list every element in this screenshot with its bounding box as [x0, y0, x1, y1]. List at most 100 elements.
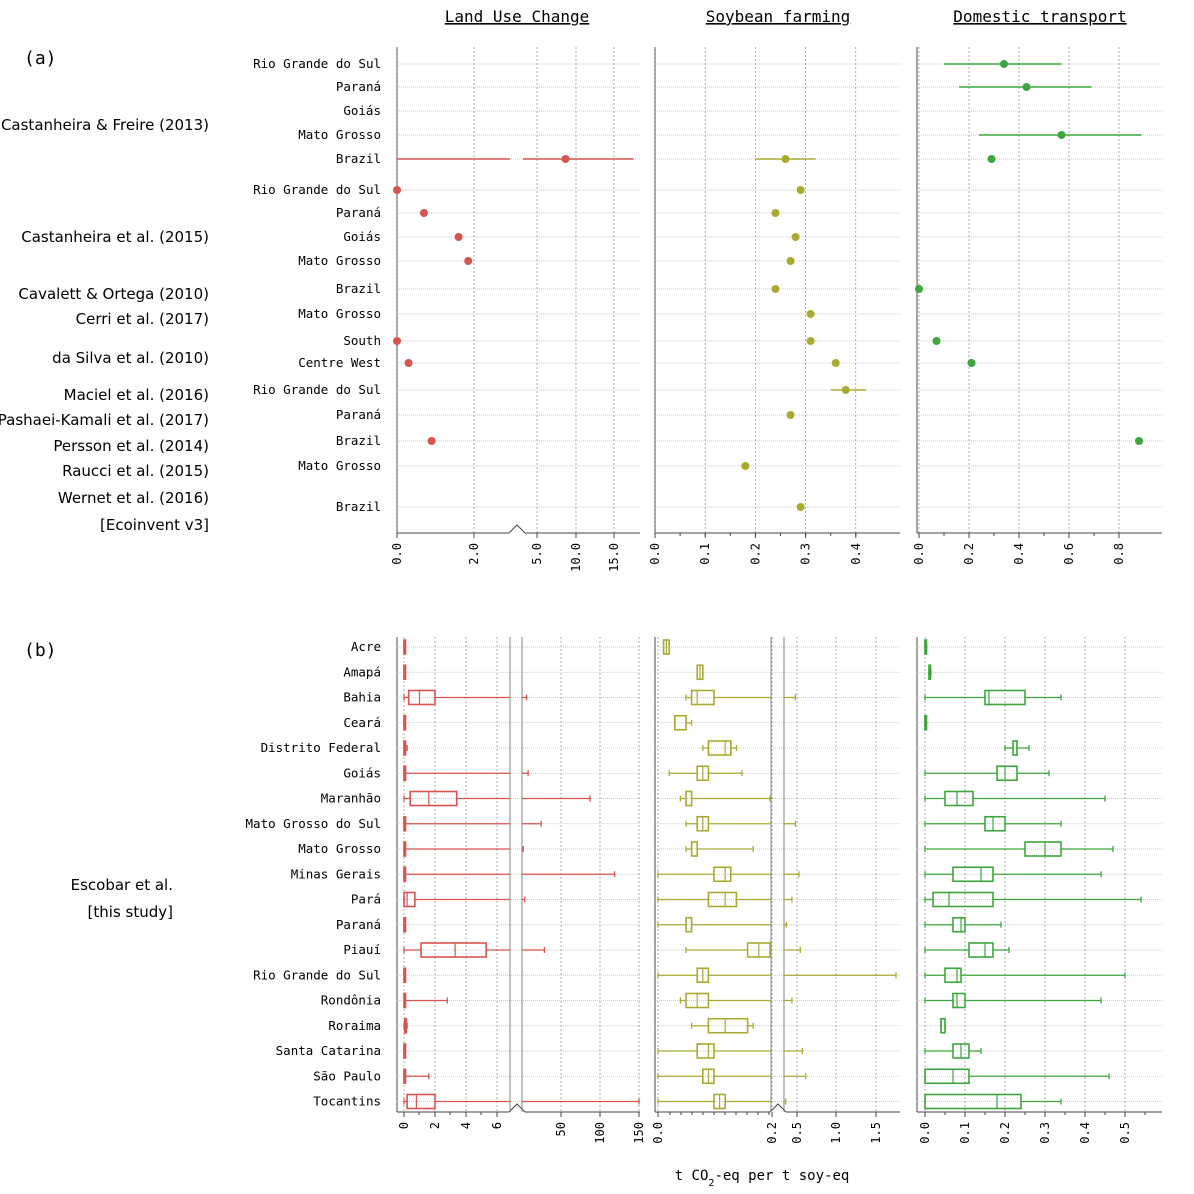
col-title-transport: Domestic transport	[953, 7, 1126, 26]
box	[690, 841, 698, 857]
data-point	[1000, 60, 1008, 68]
row-label: Mato Grosso	[298, 127, 381, 142]
tick-label: 2	[428, 1122, 442, 1129]
panel-a-study-labels: Castanheira & Freire (2013) Castanheira e…	[0, 116, 209, 534]
state-label: Piauí	[343, 942, 381, 957]
box	[924, 1068, 970, 1085]
row-label: Mato Grosso	[298, 306, 381, 321]
x-axis-label: t CO2-eq per t soy-eq	[675, 1168, 850, 1189]
box	[685, 790, 693, 807]
box	[944, 967, 962, 984]
data-point	[771, 285, 780, 293]
box	[685, 916, 693, 933]
tick-label: 0.5	[790, 1122, 804, 1144]
data-point	[831, 359, 840, 367]
panel-a-luc-ticks: 0.0 2.0 5.0 10.0 15.0	[390, 47, 621, 572]
tick-label: 4	[459, 1122, 473, 1129]
study-label: Escobar et al.	[71, 876, 173, 894]
panel-b-luc-ticks: 0 2 4 6 50 100 150	[397, 637, 646, 1144]
row-label: Mato Grosso	[298, 253, 381, 268]
tick-label: 1.0	[829, 1122, 843, 1144]
column-titles: Land Use Change Soybean farming Domestic…	[445, 7, 1127, 26]
tick-label: 10.0	[569, 543, 583, 572]
row-label: Paraná	[336, 79, 381, 94]
row-label: Paraná	[336, 407, 381, 422]
state-label: Amapá	[343, 664, 381, 679]
tick-label: 2.0	[467, 543, 481, 565]
panel-a-soy-ticks: 0.0 0.1 0.2 0.3 0.4	[648, 47, 863, 565]
data-point	[561, 155, 570, 163]
state-label: Mato Grosso	[298, 841, 381, 856]
state-label: Distrito Federal	[261, 740, 381, 755]
data-point	[741, 462, 750, 470]
tick-label: 0.3	[1038, 1122, 1052, 1144]
panel-b-state-labels: Acre Amapá Bahia Ceará Distrito Federal Goiás…	[246, 639, 381, 1109]
axis-break-marker	[508, 1103, 526, 1113]
study-label: Wernet et al. (2016)	[58, 489, 209, 507]
study-label-2: [Ecoinvent v3]	[100, 516, 209, 534]
row-label: Rio Grande do Sul	[253, 56, 381, 71]
panel-a-row-labels: Rio Grande do Sul Paraná Goiás Mato Grosso B…	[253, 56, 381, 514]
axis-break-marker	[769, 1103, 787, 1113]
state-label: Minas Gerais	[291, 866, 381, 881]
state-label: Roraima	[328, 1018, 381, 1033]
data-point	[967, 359, 976, 367]
tick-label: 0.1	[698, 543, 712, 565]
tick-label: 0.2	[748, 543, 762, 565]
data-point	[841, 386, 850, 394]
box	[696, 1043, 715, 1059]
col-title-luc: Land Use Change	[445, 7, 590, 26]
box	[924, 1093, 1022, 1110]
tick-label: 50	[554, 1122, 568, 1136]
box	[968, 942, 994, 958]
tick-label: 5.0	[530, 543, 544, 565]
state-label: Tocantins	[313, 1094, 381, 1109]
row-label: Paraná	[336, 205, 381, 220]
data-point	[393, 337, 401, 345]
data-point	[1022, 83, 1031, 91]
state-label: Pará	[351, 892, 381, 907]
row-label: Goiás	[343, 103, 381, 118]
state-label: Ceará	[343, 715, 381, 730]
data-point	[806, 337, 815, 345]
tick-label: 0.1	[958, 1122, 972, 1144]
row-label: Rio Grande do Sul	[253, 382, 381, 397]
state-label: Santa Catarina	[276, 1043, 381, 1058]
panel-b: 0 2 4 6 50 100 150 0.0 0.2 0.5 1.0 1.5 0.0 0.1 0.2 0.3 0…	[71, 637, 1162, 1144]
box	[406, 1093, 436, 1110]
study-label: da Silva et al. (2010)	[52, 349, 209, 367]
box	[944, 790, 974, 807]
study-label-2: [this study]	[88, 903, 173, 921]
box	[707, 891, 738, 908]
data-point	[454, 233, 463, 241]
study-label: Pashaei-Kamali et al. (2017)	[0, 411, 209, 429]
tick-label: 6	[490, 1122, 504, 1129]
row-label: Brazil	[336, 151, 381, 166]
box	[984, 689, 1026, 706]
data-point	[915, 285, 923, 293]
data-point	[987, 155, 996, 163]
box	[952, 866, 994, 883]
tick-label: 100	[593, 1122, 607, 1144]
tick-label: 0.0	[912, 543, 926, 565]
panel-a-points	[393, 60, 1143, 511]
box	[996, 765, 1018, 782]
data-point	[786, 411, 795, 419]
tick-label: 15.0	[607, 543, 621, 572]
box	[707, 740, 732, 756]
panel-a-label: (a)	[24, 48, 57, 69]
tick-label: 0.2	[765, 1122, 779, 1144]
panel-a-soy	[654, 47, 900, 534]
axis-break-marker	[508, 524, 526, 534]
row-label: Goiás	[343, 229, 381, 244]
data-point	[806, 310, 815, 318]
data-point	[932, 337, 941, 345]
state-label: Bahia	[343, 690, 381, 705]
tick-label: 0	[397, 1122, 411, 1129]
row-label: Brazil	[336, 499, 381, 514]
box	[403, 891, 416, 908]
panel-a-tra-ticks: 0.0 0.2 0.4 0.6 0.8	[912, 47, 1126, 565]
tick-label: 0.3	[799, 543, 813, 565]
data-point	[1135, 437, 1143, 445]
state-label: Paraná	[336, 917, 381, 932]
